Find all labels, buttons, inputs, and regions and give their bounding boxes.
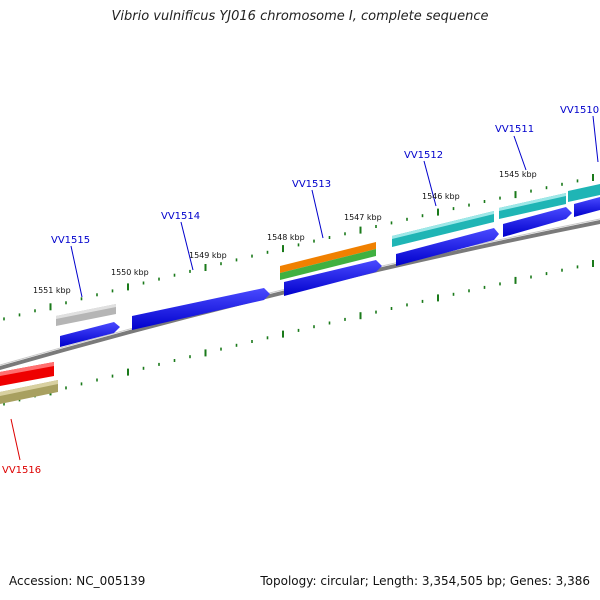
scale-label-1546: 1546 kbp bbox=[422, 192, 460, 201]
cds-arrow-vv1515[interactable] bbox=[60, 322, 120, 347]
gene-bar-vv1513-orange[interactable] bbox=[280, 242, 376, 273]
cds-arrow-vv1512[interactable] bbox=[396, 228, 499, 266]
scale-label-1549: 1549 kbp bbox=[189, 251, 227, 260]
leader-vv1514 bbox=[180, 221, 194, 271]
lower-scale-ticks bbox=[3, 260, 594, 406]
gene-bar-vv1515-shine bbox=[56, 304, 116, 319]
cds-arrow-vv1514[interactable] bbox=[132, 288, 270, 330]
cds-arrow-vv1513[interactable] bbox=[284, 260, 382, 296]
gene-bar-vv1516-red-shine bbox=[0, 362, 54, 376]
scale-label-1550: 1550 kbp bbox=[111, 268, 149, 277]
gene-label-vv1512[interactable]: VV1512 bbox=[404, 150, 443, 161]
scale-label-1547: 1547 kbp bbox=[344, 213, 382, 222]
cds-arrow-vv1510[interactable] bbox=[574, 197, 600, 217]
cds-arrow-vv1511[interactable] bbox=[503, 207, 572, 237]
map-title: Vibrio vulnificus YJ016 chromosome I, co… bbox=[111, 9, 489, 24]
scale-label-1548: 1548 kbp bbox=[267, 233, 305, 242]
gene-bar-vv1510[interactable] bbox=[568, 184, 600, 202]
leader-vv1513 bbox=[311, 189, 324, 239]
gene-label-vv1513[interactable]: VV1513 bbox=[292, 179, 331, 190]
gene-bar-vv1513-green[interactable] bbox=[280, 249, 376, 280]
upper-scale-ticks bbox=[3, 174, 594, 321]
gene-label-vv1514[interactable]: VV1514 bbox=[161, 211, 200, 222]
gene-bar-vv1512-shine bbox=[392, 211, 494, 239]
genome-summary-text: Topology: circular; Length: 3,354,505 bp… bbox=[260, 574, 590, 588]
scale-label-1551: 1551 kbp bbox=[33, 286, 71, 295]
gene-label-vv1516[interactable]: VV1516 bbox=[2, 465, 41, 476]
gene-label-vv1511[interactable]: VV1511 bbox=[495, 124, 534, 135]
gene-bar-vv1516-olive-shine bbox=[0, 380, 58, 396]
scale-label-1545: 1545 kbp bbox=[499, 170, 537, 179]
gene-label-vv1515[interactable]: VV1515 bbox=[51, 235, 90, 246]
leader-vv1511 bbox=[513, 135, 527, 171]
accession-text: Accession: NC_005139 bbox=[9, 574, 146, 588]
genome-backbone bbox=[0, 220, 600, 370]
gene-bar-vv1511-shine bbox=[499, 193, 566, 211]
leader-vv1516 bbox=[10, 418, 21, 461]
leader-vv1510 bbox=[592, 115, 599, 163]
gene-label-vv1510[interactable]: VV1510 bbox=[560, 105, 599, 116]
leader-vv1512 bbox=[423, 160, 437, 207]
leader-vv1515 bbox=[70, 245, 83, 298]
